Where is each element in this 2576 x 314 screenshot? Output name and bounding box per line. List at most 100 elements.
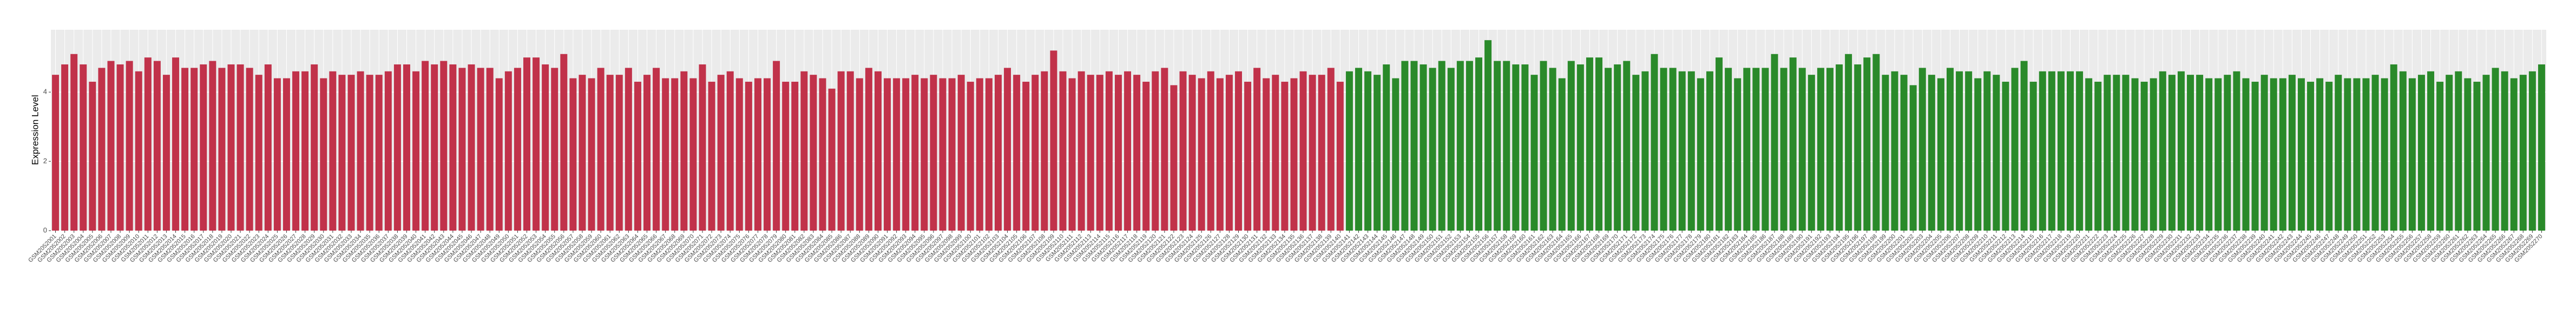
bar bbox=[1179, 71, 1187, 231]
bar bbox=[2011, 68, 2019, 231]
bar bbox=[2270, 78, 2277, 231]
bar bbox=[1771, 54, 1778, 231]
bar bbox=[2408, 78, 2416, 231]
bar bbox=[634, 81, 641, 231]
bar bbox=[569, 78, 577, 231]
bar bbox=[273, 78, 281, 231]
bar bbox=[865, 68, 872, 231]
bar bbox=[689, 78, 697, 231]
bar bbox=[1789, 57, 1797, 231]
bar bbox=[301, 71, 309, 231]
bar bbox=[1188, 75, 1196, 231]
bar bbox=[2519, 75, 2527, 231]
bar bbox=[366, 75, 373, 231]
bar bbox=[135, 71, 142, 231]
bar bbox=[523, 57, 530, 231]
bar bbox=[1725, 68, 1732, 231]
bar bbox=[393, 64, 401, 231]
bar bbox=[422, 61, 429, 231]
bar bbox=[1050, 50, 1057, 231]
bar bbox=[2288, 75, 2296, 231]
bar bbox=[1392, 78, 1399, 231]
bar bbox=[504, 71, 512, 231]
y-axis-label: Expression Level bbox=[30, 95, 40, 165]
bar bbox=[1383, 64, 1390, 231]
bar bbox=[1124, 71, 1132, 231]
bar bbox=[819, 78, 826, 231]
bar bbox=[2464, 78, 2472, 231]
bar bbox=[218, 68, 226, 231]
bar bbox=[2085, 78, 2093, 231]
bar bbox=[1475, 57, 1483, 231]
bar bbox=[311, 64, 318, 231]
bar bbox=[957, 75, 965, 231]
bar bbox=[1660, 68, 1667, 231]
bar bbox=[2187, 75, 2194, 231]
bar bbox=[61, 64, 69, 231]
bar bbox=[236, 64, 244, 231]
bar bbox=[1336, 81, 1344, 231]
bar bbox=[1253, 68, 1261, 231]
bar bbox=[347, 75, 355, 231]
bar bbox=[1706, 71, 1713, 231]
bar bbox=[1309, 75, 1316, 231]
bar bbox=[985, 78, 993, 231]
bar bbox=[1909, 85, 1917, 231]
bar bbox=[1105, 71, 1113, 231]
bar bbox=[828, 88, 836, 231]
bar bbox=[1605, 68, 1612, 231]
bar bbox=[1059, 71, 1067, 231]
bar bbox=[1355, 68, 1362, 231]
bar bbox=[2039, 71, 2046, 231]
bar bbox=[856, 78, 863, 231]
bar bbox=[1244, 81, 1252, 231]
bar bbox=[70, 54, 78, 231]
bar bbox=[1946, 68, 1954, 231]
bar bbox=[625, 68, 632, 231]
bar bbox=[671, 78, 679, 231]
bar bbox=[2131, 78, 2139, 231]
bar bbox=[227, 64, 235, 231]
bar bbox=[2224, 75, 2231, 231]
bar bbox=[560, 54, 568, 231]
bar bbox=[653, 68, 660, 231]
bar bbox=[1900, 75, 1908, 231]
bar bbox=[1456, 61, 1464, 231]
bar bbox=[874, 71, 882, 231]
bar bbox=[80, 64, 87, 231]
bar bbox=[2446, 75, 2453, 231]
bar bbox=[403, 64, 410, 231]
bar bbox=[967, 81, 974, 231]
bar bbox=[292, 71, 300, 231]
bar bbox=[1678, 71, 1686, 231]
bar bbox=[1845, 54, 1852, 231]
bar bbox=[1882, 75, 1889, 231]
bar bbox=[1687, 71, 1695, 231]
bar bbox=[2048, 71, 2055, 231]
bar bbox=[699, 64, 706, 231]
bar bbox=[1762, 68, 1769, 231]
y-tick-label: 4 bbox=[43, 88, 47, 96]
bar bbox=[458, 68, 466, 231]
bar bbox=[1484, 40, 1492, 231]
bar bbox=[773, 61, 780, 231]
bar bbox=[1512, 64, 1520, 231]
bar bbox=[1290, 78, 1298, 231]
bar bbox=[1494, 61, 1501, 231]
bar bbox=[1364, 71, 1372, 231]
bar bbox=[162, 75, 170, 231]
bar bbox=[329, 71, 337, 231]
bar bbox=[514, 68, 521, 231]
bar bbox=[680, 71, 688, 231]
bar bbox=[1716, 57, 1723, 231]
bar bbox=[2436, 81, 2444, 231]
bar bbox=[606, 75, 614, 231]
bar bbox=[98, 68, 106, 231]
bar bbox=[2104, 75, 2111, 231]
bar bbox=[1918, 68, 1926, 231]
bar bbox=[486, 68, 494, 231]
bar bbox=[2528, 71, 2536, 231]
bar bbox=[2205, 78, 2213, 231]
bar bbox=[1752, 68, 1760, 231]
bar bbox=[190, 68, 198, 231]
